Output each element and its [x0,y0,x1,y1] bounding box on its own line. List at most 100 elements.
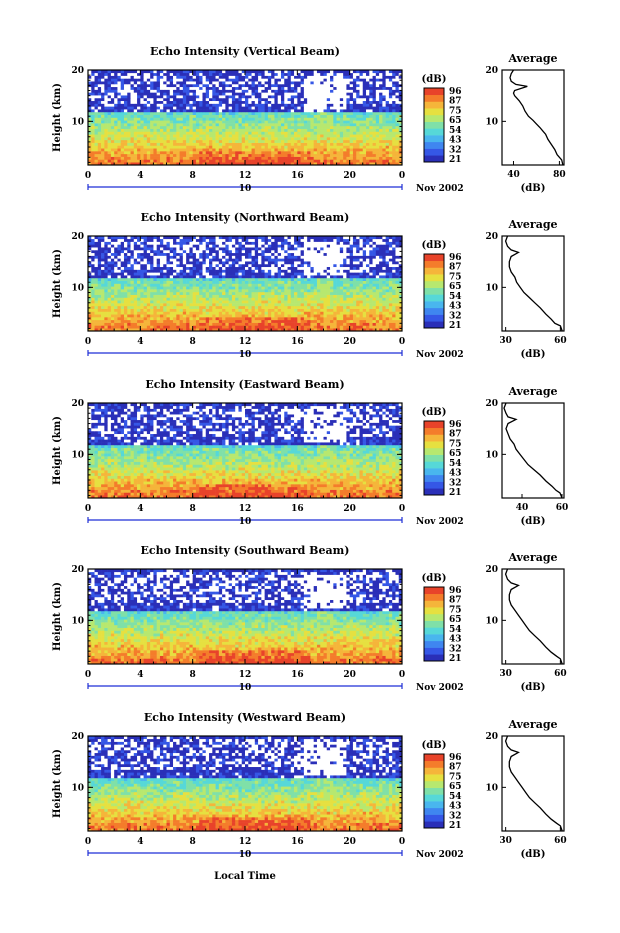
colorbar-swatch [424,815,444,822]
average-frame [502,403,564,498]
y-axis-label: Height (km) [52,582,63,651]
colorbar-tick-label: 21 [449,155,462,165]
y-tick-label: 10 [71,450,84,460]
colorbar-tick-label: 96 [449,420,462,430]
average-x-tick-label: 30 [499,669,512,679]
colorbar-tick-label: 32 [449,811,462,821]
x-tick-label: 0 [85,171,91,181]
chart-title: Echo Intensity (Southward Beam) [141,544,350,557]
y-tick-label: 20 [71,232,84,242]
average-title: Average [507,385,557,398]
average-xlabel: (dB) [521,183,546,194]
colorbar-swatch [424,261,444,268]
colorbar-swatch [424,821,444,828]
colorbar-label: (dB) [422,407,447,418]
colorbar-swatch [424,122,444,129]
x-tick-label: 12 [239,504,252,514]
x-tick-label: 16 [291,837,304,847]
x-tick-label: 4 [137,337,143,347]
colorbar-swatch [424,614,444,621]
date-day-label: 10 [239,683,252,693]
x-tick-label: 12 [239,337,252,347]
colorbar-swatch [424,294,444,301]
average-profile-line [504,403,562,498]
colorbar-swatch [424,587,444,594]
date-day-label: 10 [239,850,252,860]
average-x-tick-label: 30 [499,336,512,346]
x-tick-label: 12 [239,837,252,847]
colorbar-tick-label: 96 [449,87,462,97]
average-xlabel: (dB) [521,849,546,860]
colorbar-tick-label: 96 [449,753,462,763]
colorbar-swatch [424,274,444,281]
x-tick-label: 4 [137,670,143,680]
x-tick-label: 0 [85,337,91,347]
date-month-label: Nov 2002 [416,850,464,860]
colorbar-swatch [424,641,444,648]
colorbar-swatch [424,767,444,774]
average-x-tick-label: 60 [554,669,567,679]
heatmap-cells [88,70,402,165]
colorbar-swatch [424,448,444,455]
average-title: Average [507,218,557,231]
colorbar-swatch [424,321,444,328]
x-tick-label: 0 [85,837,91,847]
colorbar-swatch [424,774,444,781]
x-tick-label: 20 [343,171,356,181]
average-y-tick-label: 10 [485,616,498,626]
average-title: Average [507,718,557,731]
average-y-tick-label: 20 [485,732,498,742]
colorbar-swatch [424,455,444,462]
colorbar-tick-label: 87 [449,596,462,606]
x-tick-label: 16 [291,171,304,181]
y-tick-label: 10 [71,616,84,626]
colorbar-swatch [424,88,444,95]
date-month-label: Nov 2002 [416,350,464,360]
colorbar-swatch [424,594,444,601]
average-profile-line [506,736,563,831]
colorbar-tick-label: 54 [449,792,462,802]
x-tick-label: 20 [343,837,356,847]
x-tick-label: 0 [399,670,405,680]
y-tick-label: 10 [71,783,84,793]
colorbar-tick-label: 32 [449,478,462,488]
colorbar-tick-label: 65 [449,782,462,792]
colorbar-swatch [424,434,444,441]
colorbar-swatch [424,115,444,122]
y-tick-label: 20 [71,565,84,575]
colorbar-swatch [424,101,444,108]
x-tick-label: 20 [343,337,356,347]
heatmap-cells [88,236,402,331]
average-title: Average [507,551,557,564]
x-tick-label: 12 [239,670,252,680]
colorbar-swatch [424,128,444,135]
average-x-tick-label: 60 [554,836,567,846]
x-tick-label: 20 [343,504,356,514]
x-tick-label: 16 [291,670,304,680]
x-tick-label: 0 [399,171,405,181]
y-tick-label: 10 [71,117,84,127]
colorbar-swatch [424,468,444,475]
average-y-tick-label: 20 [485,232,498,242]
colorbar-tick-label: 21 [449,821,462,831]
colorbar-swatch [424,482,444,489]
colorbar-tick-label: 75 [449,272,462,282]
average-profile-line [510,70,563,165]
colorbar-swatch [424,95,444,102]
colorbar-tick-label: 43 [449,302,462,312]
y-axis-label: Height (km) [52,249,63,318]
y-axis-label: Height (km) [52,749,63,818]
colorbar-swatch [424,781,444,788]
colorbar-tick-label: 65 [449,282,462,292]
heatmap-cells [88,403,402,498]
colorbar-swatch [424,135,444,142]
colorbar-swatch [424,267,444,274]
colorbar-tick-label: 54 [449,625,462,635]
colorbar-swatch [424,808,444,815]
x-tick-label: 16 [291,337,304,347]
colorbar-tick-label: 65 [449,449,462,459]
colorbar-label: (dB) [422,740,447,751]
